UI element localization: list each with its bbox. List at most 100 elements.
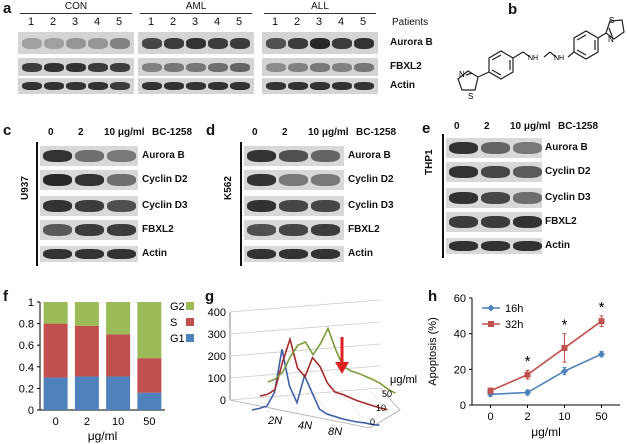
dose-label: 0: [252, 127, 258, 138]
dose-label: 0: [48, 127, 54, 138]
row-label-cyclin-d3: Cyclin D3: [545, 192, 591, 203]
lane-number: 4: [214, 16, 221, 28]
row-label-cyclin-d3: Cyclin D3: [142, 200, 188, 211]
blot-band: [164, 82, 184, 90]
cell-line-label: U937: [20, 176, 31, 200]
svg-text:NH: NH: [554, 55, 564, 62]
y-tick-label: 0.6: [19, 340, 34, 352]
blot-band: [449, 241, 478, 251]
row-label-fbxl2: FBXL2: [348, 224, 380, 235]
y-tick-label: 60: [454, 293, 466, 305]
blot-band: [110, 82, 130, 90]
legend-swatch-g1: [186, 334, 194, 342]
blot-band: [22, 38, 42, 49]
cell-line-bracket: [442, 134, 444, 258]
blot-band: [332, 38, 352, 49]
blot-band: [449, 142, 478, 154]
blot-strip: [446, 188, 542, 208]
blot-strip: [244, 220, 344, 240]
depth-tick-label: 10: [376, 403, 386, 413]
legend-label-g2: G2: [170, 301, 185, 313]
compound-label: BC-1258: [152, 127, 193, 138]
dose-label: 10 μg/ml: [308, 127, 349, 138]
cell-line-label: K562: [223, 176, 234, 200]
blot-strip: [262, 58, 378, 76]
blot-band: [44, 38, 64, 49]
lane-number: 1: [272, 16, 279, 28]
grid-line: [229, 299, 381, 313]
lane-number: 1: [28, 16, 35, 28]
blot-band: [22, 63, 42, 72]
x-tick-label: 0: [487, 411, 493, 423]
histogram-trace-0: [251, 349, 380, 426]
blot-band: [513, 241, 542, 251]
y-tick-label: 400: [208, 307, 226, 319]
blot-band: [107, 150, 136, 162]
blot-band: [279, 174, 308, 186]
y-tick-label: 0: [460, 400, 466, 412]
svg-text:NH: NH: [528, 55, 538, 62]
blot-band: [186, 63, 206, 72]
blot-band: [22, 82, 42, 90]
blot-band: [75, 150, 104, 162]
group-header-aml: AML: [185, 1, 207, 12]
blot-strip: [138, 78, 254, 94]
blot-band: [142, 63, 162, 72]
grid-line: [229, 343, 381, 357]
blot-strip: [40, 220, 138, 240]
histogram-trace-10: [259, 336, 388, 411]
blot-band: [43, 224, 72, 236]
blot-band: [75, 224, 104, 236]
blot-strip: [18, 32, 134, 54]
blot-band: [75, 249, 104, 259]
lane-number: 4: [338, 16, 345, 28]
significance-marker: *: [525, 353, 531, 370]
data-point-32h: [524, 371, 531, 378]
row-label-aurora-b: Aurora B: [545, 142, 588, 153]
x-tick-label: 10: [112, 416, 124, 428]
blot-band: [449, 216, 478, 228]
blot-band: [88, 82, 108, 90]
blot-band: [107, 249, 136, 259]
y-tick-label: 300: [208, 329, 226, 341]
x-tick-label: 50: [595, 411, 607, 423]
blot-band: [66, 63, 86, 72]
row-label-cyclin-d2: Cyclin D2: [142, 174, 188, 185]
y-tick-label: 20: [454, 364, 466, 376]
y-tick-label: 100: [208, 373, 226, 385]
blot-band: [186, 82, 206, 90]
row-label-actin: Actin: [348, 248, 373, 259]
panel-b-label: b: [508, 1, 518, 18]
row-label-fbxl2: FBXL2: [142, 224, 174, 235]
blot-band: [481, 142, 510, 154]
blot-band: [279, 249, 308, 259]
blot-band: [247, 200, 276, 212]
floor-grid: [285, 395, 307, 423]
x-tick-label: 4N: [298, 420, 312, 432]
compound-label: BC-1258: [558, 121, 599, 132]
blot-band: [247, 174, 276, 186]
svg-text:N: N: [459, 70, 465, 79]
row-label-fbxl2: FBXL2: [545, 216, 577, 227]
blot-band: [66, 38, 86, 49]
data-point-32h: [487, 387, 494, 394]
panel-h-chart: 0 20 40 60 Apoptosis (%) 0 2 10 50 μg/ml * * * 16h 32h: [427, 293, 620, 439]
blot-strip: [40, 146, 138, 166]
series-line-16h: [490, 353, 602, 396]
data-point-32h: [598, 318, 605, 325]
blot-strip: [40, 246, 138, 262]
blot-strip: [446, 238, 542, 254]
blot-band: [354, 38, 374, 49]
blot-strip: [138, 32, 254, 54]
floor-grid: [257, 397, 279, 425]
row-label-aurora-b: Aurora B: [390, 37, 433, 48]
blot-band: [107, 224, 136, 236]
legend-label-s: S: [170, 317, 177, 329]
blot-band: [142, 38, 162, 49]
row-label-cyclin-d3: Cyclin D3: [348, 200, 394, 211]
legend-label-g1: G1: [170, 333, 185, 345]
y-axis-label: Apoptosis (%): [427, 317, 439, 385]
series-line-32h: [490, 320, 602, 392]
blot-strip: [138, 58, 254, 76]
